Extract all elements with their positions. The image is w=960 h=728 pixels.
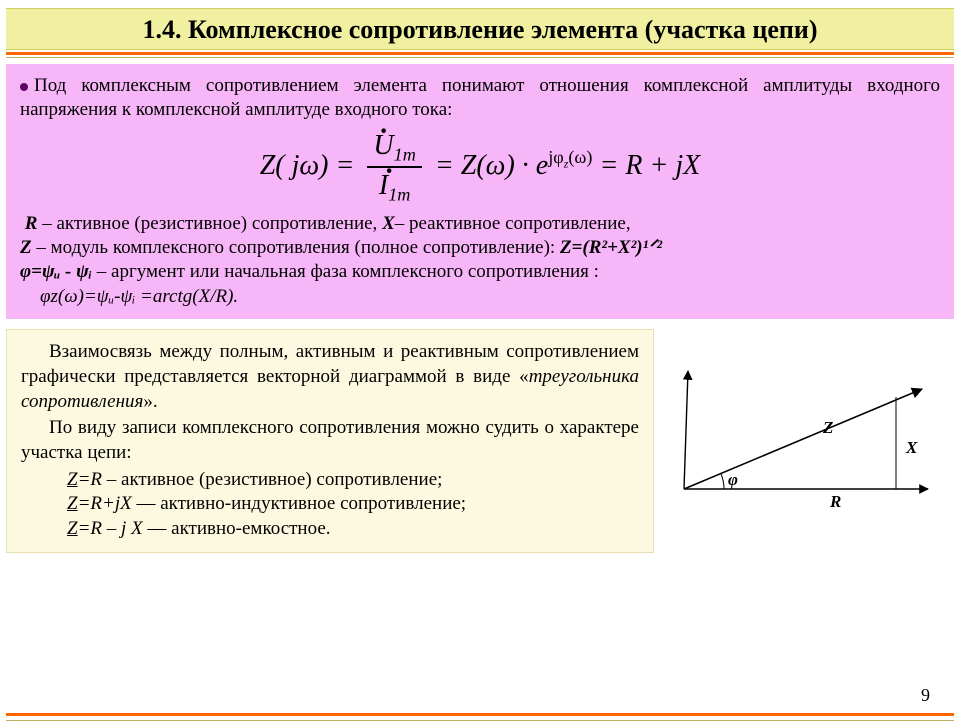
page-number: 9	[921, 685, 930, 706]
svg-text:R: R	[829, 492, 841, 511]
line-phiz: φz(ω)=ψᵤ-ψᵢ =arctg(X/R).	[20, 285, 940, 309]
svg-text:φ: φ	[728, 470, 738, 489]
beige-li2: Z=R+jX — активно-индуктивное сопротивлен…	[21, 492, 639, 517]
divider-orange-top	[6, 52, 954, 55]
bullet-icon	[20, 83, 28, 91]
explanation-box: Взаимосвязь между полным, активным и реа…	[6, 329, 654, 553]
beige-p1: Взаимосвязь между полным, активным и реа…	[21, 340, 639, 414]
line-r: R – активное (резистивное) сопротивление…	[20, 212, 940, 236]
definition-box: Под комплексным сопротивлением элемента …	[6, 64, 954, 319]
fraction: U1m I1m	[367, 128, 421, 207]
beige-li1: Z=R – активное (резистивное) сопротивлен…	[21, 468, 639, 493]
intro-paragraph: Под комплексным сопротивлением элемента …	[20, 74, 940, 122]
line-z: Z – модуль комплексного сопротивления (п…	[20, 236, 940, 260]
divider-orange-bottom	[6, 713, 954, 716]
divider-thin-top	[6, 57, 954, 58]
slide-title: 1.4. Комплексное сопротивление элемента …	[16, 15, 944, 45]
svg-text:Z: Z	[822, 418, 833, 437]
lower-row: Взаимосвязь между полным, активным и реа…	[6, 329, 954, 553]
triangle-diagram: Z X Rφ	[664, 329, 954, 553]
title-band: 1.4. Комплексное сопротивление элемента …	[6, 8, 954, 50]
main-formula: Z( jω) = U1m I1m = Z(ω) · ejφz(ω) = R + …	[20, 128, 940, 207]
divider-thin-bottom	[6, 720, 954, 721]
line-phi: φ=ψᵤ - ψᵢ – аргумент или начальная фаза …	[20, 260, 940, 284]
svg-text:X: X	[905, 438, 918, 457]
beige-p2: По виду записи комплексного сопротивлени…	[21, 416, 639, 465]
beige-li3: Z=R – j X — активно-емкостное.	[21, 517, 639, 542]
